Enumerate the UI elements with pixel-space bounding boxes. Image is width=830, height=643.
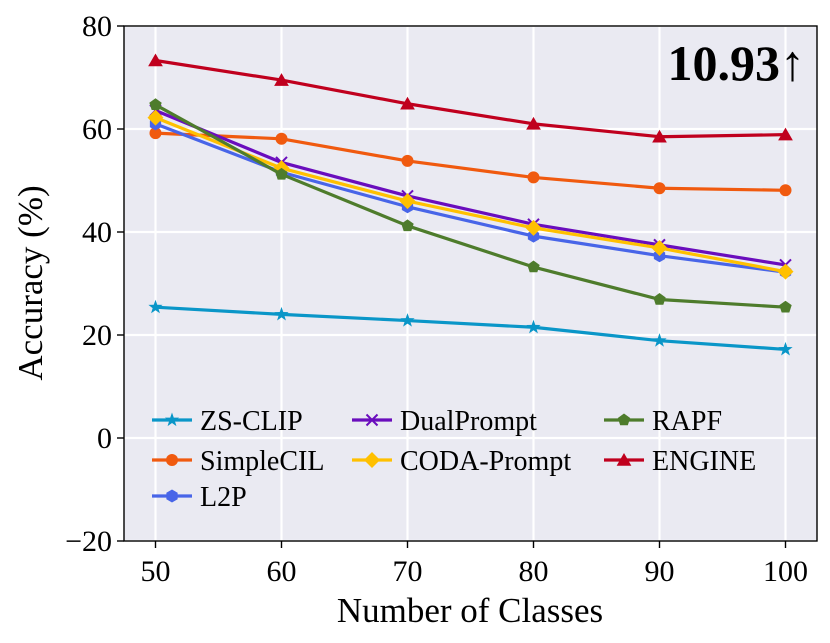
y-axis-label: Accuracy (%) — [11, 185, 50, 380]
data-point-marker — [778, 127, 793, 141]
data-point-marker — [779, 300, 792, 313]
data-point-marker — [275, 132, 288, 145]
data-point-marker — [147, 109, 164, 126]
legend-marker — [166, 489, 178, 503]
y-tick-label: 0 — [97, 422, 112, 455]
series-zs-clip — [148, 299, 793, 356]
legend-label: ZS-CLIP — [200, 406, 303, 437]
series-line — [155, 131, 786, 192]
x-tick-label: 60 — [267, 555, 297, 588]
legend-label: RAPF — [652, 406, 722, 437]
data-point-marker — [527, 260, 540, 273]
legend-marker — [166, 454, 178, 466]
data-point-marker — [652, 129, 667, 143]
data-point-marker — [399, 193, 416, 210]
data-point-marker — [400, 96, 415, 110]
legend-item: DualPrompt — [352, 406, 537, 437]
legend-label: SimpleCIL — [200, 446, 324, 477]
data-point-marker — [777, 263, 794, 280]
data-point-marker — [779, 184, 792, 197]
series-rapf — [149, 98, 792, 313]
y-tick-label: 40 — [82, 216, 112, 249]
data-point-marker — [401, 219, 414, 232]
data-point-marker — [274, 73, 289, 86]
data-point-marker — [778, 341, 793, 356]
x-tick-label: 70 — [393, 555, 423, 588]
data-point-marker — [527, 171, 540, 184]
series-coda-prompt — [147, 109, 794, 280]
x-tick-label: 90 — [645, 555, 675, 588]
data-point-marker — [653, 292, 666, 305]
data-point-marker — [149, 127, 162, 140]
series-layer — [147, 53, 794, 356]
legend-label: L2P — [200, 482, 247, 513]
legend-marker — [364, 452, 380, 468]
series-line — [155, 58, 786, 139]
series-line — [154, 108, 786, 267]
legend-item: SimpleCIL — [152, 446, 324, 477]
y-tick-label: 80 — [82, 10, 112, 43]
data-point-marker — [148, 299, 163, 314]
grid — [124, 24, 817, 543]
series-simplecil — [149, 127, 792, 197]
y-tick-label: 60 — [82, 113, 112, 146]
x-axis-label: Number of Classes — [337, 591, 603, 630]
data-point-marker — [401, 154, 414, 167]
legend-item: ZS-CLIP — [152, 406, 303, 437]
data-point-marker — [274, 306, 289, 321]
series-line — [154, 116, 786, 274]
legend-item: L2P — [152, 482, 247, 513]
series-line — [154, 103, 786, 309]
legend-item: CODA-Prompt — [352, 446, 571, 477]
annotation-text: 10.93↑ — [668, 35, 806, 91]
data-point-marker — [275, 167, 288, 180]
legend-label: CODA-Prompt — [400, 446, 571, 477]
legend-label: ENGINE — [652, 446, 756, 477]
ticks: 50 60 70 80 90 100 80 60 40 20 0 −20 — [65, 10, 808, 588]
plot-background — [124, 26, 817, 541]
legend-label: DualPrompt — [400, 406, 537, 437]
series-line — [155, 305, 786, 352]
data-point-marker — [148, 53, 163, 67]
x-tick-label: 50 — [141, 555, 171, 588]
legend-marker — [164, 412, 180, 427]
data-point-marker — [525, 219, 542, 236]
data-point-marker — [651, 239, 668, 256]
data-point-marker — [526, 319, 541, 334]
legend-marker — [365, 413, 379, 427]
x-tick-label: 80 — [519, 555, 549, 588]
legend-item: RAPF — [604, 406, 722, 437]
legend-marker — [616, 453, 632, 466]
y-tick-label: 20 — [82, 319, 112, 352]
data-point-marker — [653, 182, 666, 195]
data-point-marker — [526, 116, 541, 130]
legend-marker — [617, 413, 631, 426]
plot-frame — [123, 25, 818, 542]
data-point-marker — [149, 98, 162, 111]
y-tick-label: −20 — [65, 525, 112, 558]
legend-item: ENGINE — [604, 446, 756, 477]
x-tick-label: 100 — [763, 555, 808, 588]
data-point-marker — [400, 313, 415, 327]
data-point-marker — [652, 333, 667, 347]
legend: ZS-CLIP SimpleCIL L2P DualPrompt CODA-Prompt… — [152, 406, 756, 513]
series-engine — [148, 53, 793, 143]
